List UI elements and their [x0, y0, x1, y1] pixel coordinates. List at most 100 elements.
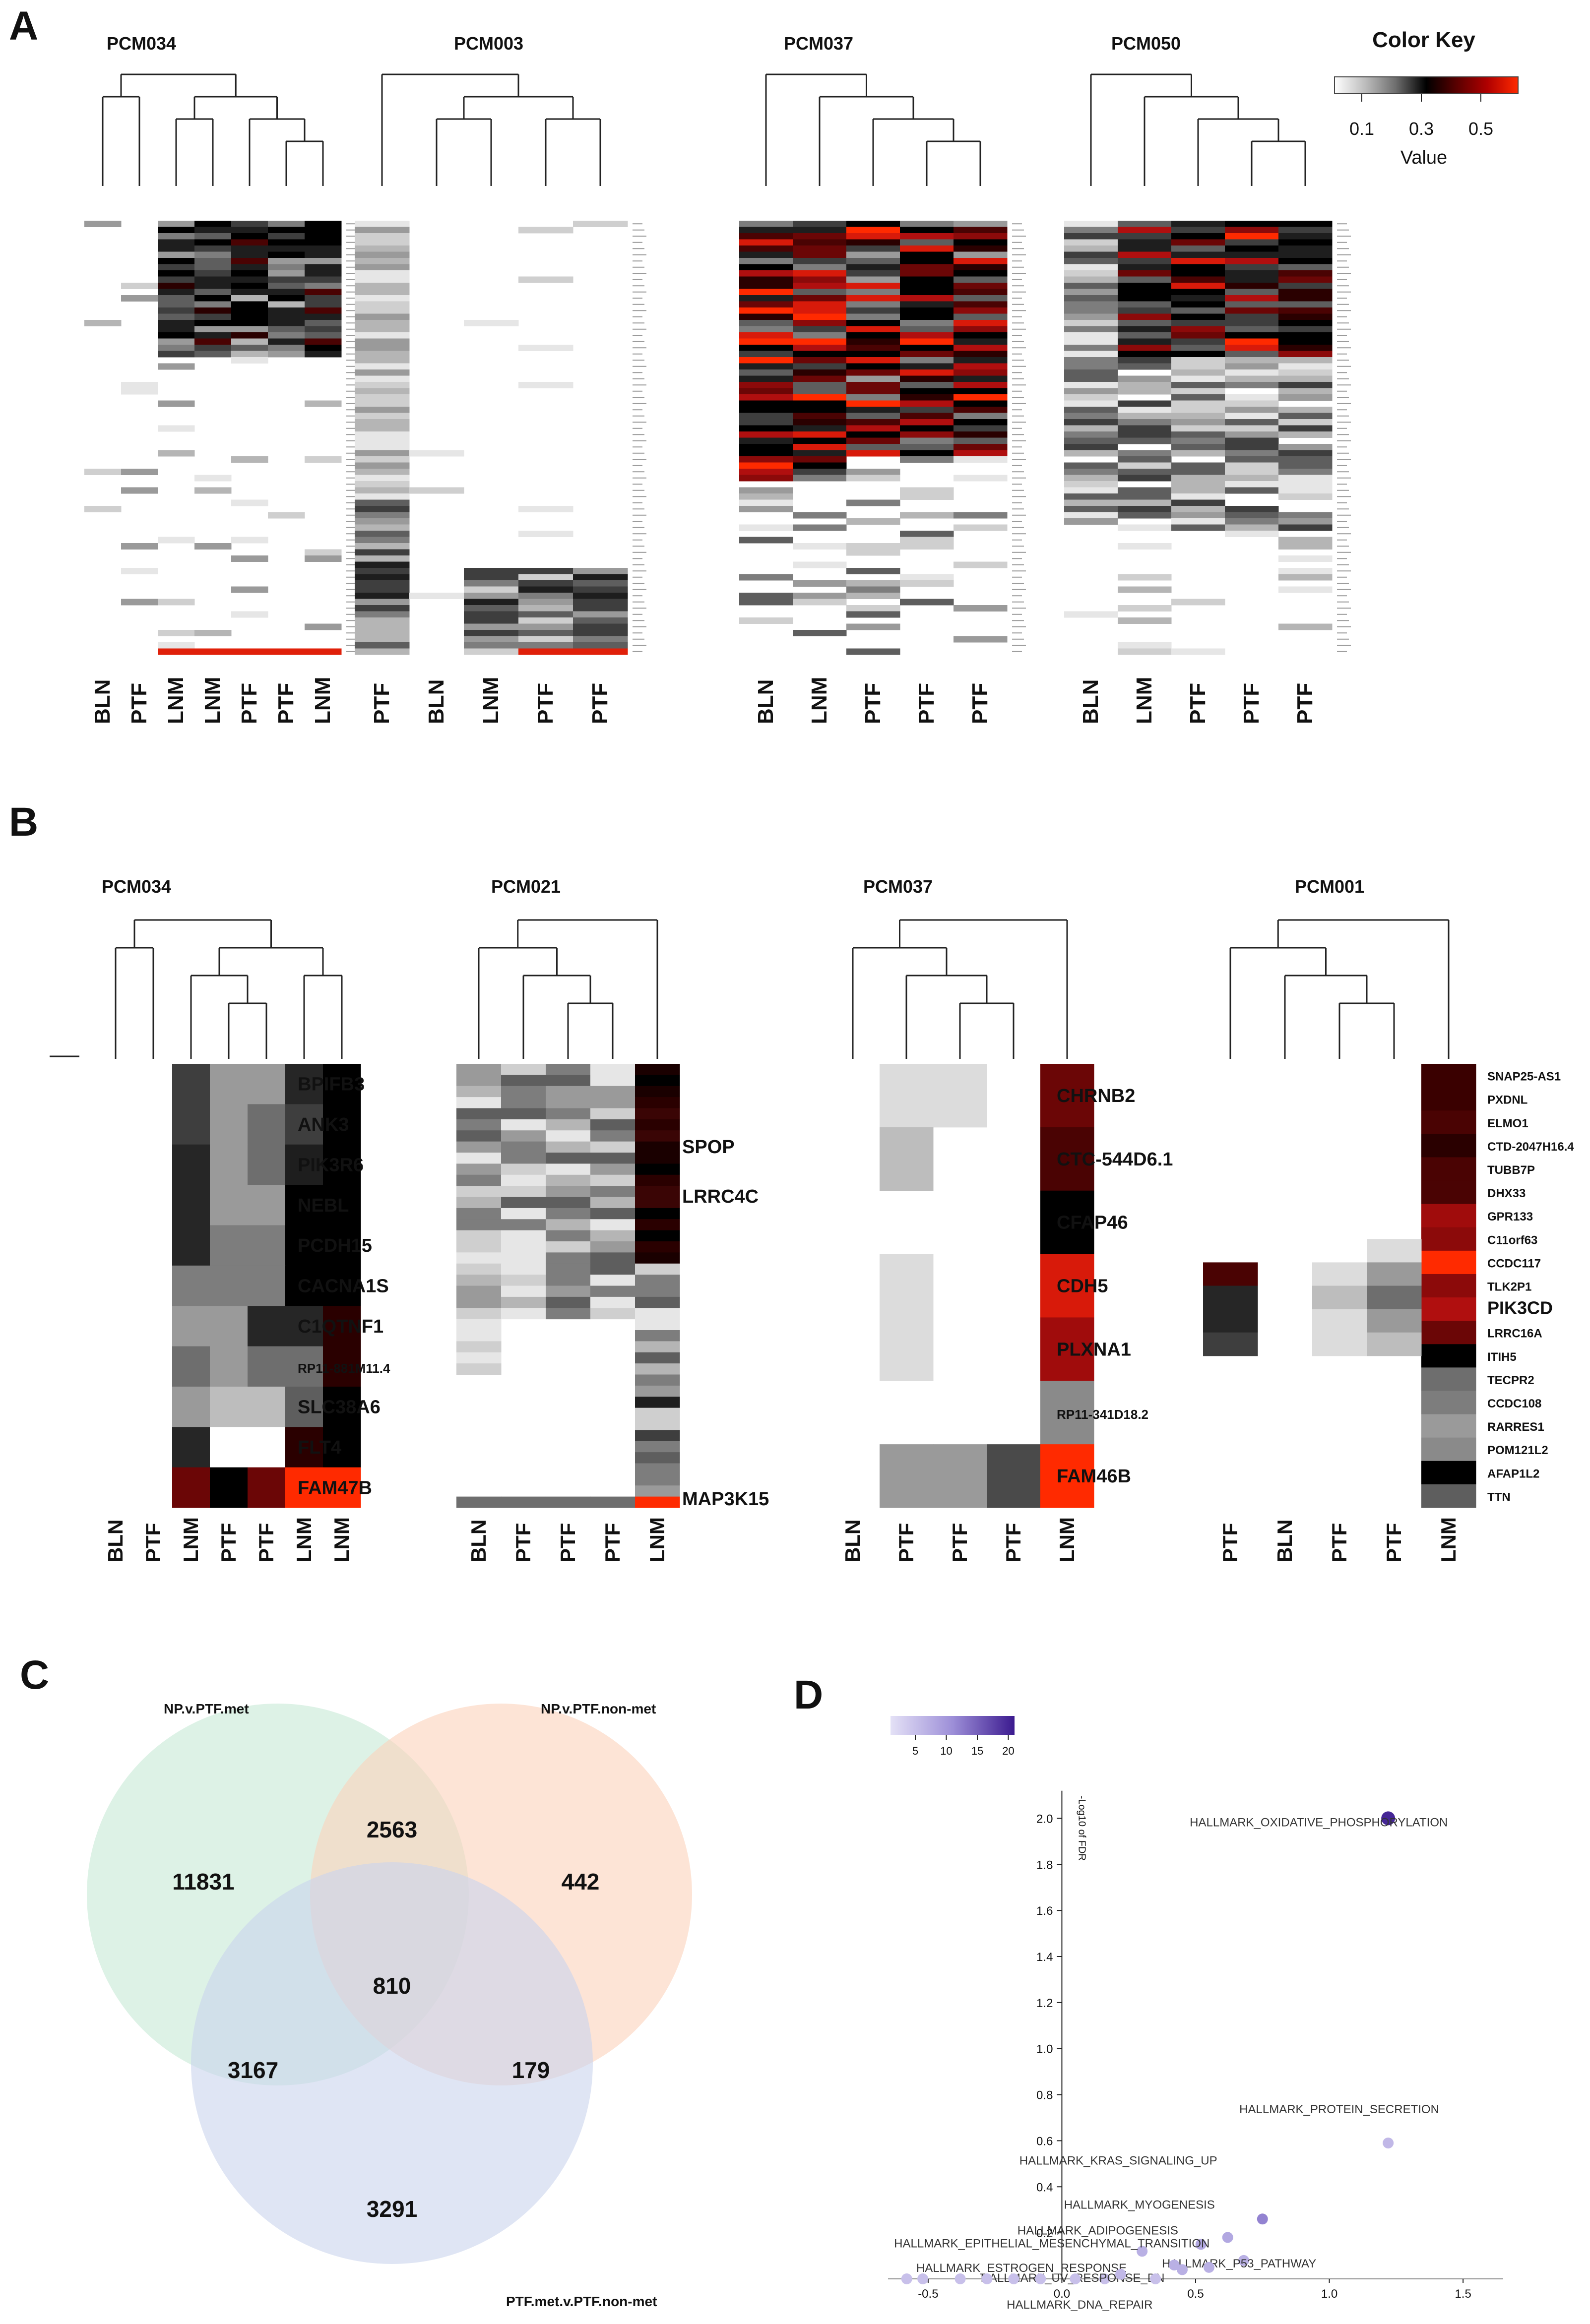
heatmap-cell: [231, 586, 268, 593]
heatmap-cell: [194, 630, 232, 636]
heatmap-cell: [635, 1097, 680, 1108]
heatmap-cell: [323, 1185, 361, 1225]
heatmap-cell: [1278, 264, 1333, 271]
heatmap-cell: [900, 227, 954, 234]
heatmap-cell: [1064, 419, 1118, 426]
heatmap-cell: [1118, 437, 1172, 444]
heatmap-title: PCM003: [454, 33, 523, 54]
heatmap-cell: [1278, 251, 1333, 258]
heatmap-cell: [793, 561, 847, 568]
heatmap-cell: [305, 239, 342, 246]
heatmap-cell: [1064, 227, 1118, 234]
heatmap-cell: [355, 276, 410, 283]
gene-label: CHRNB2: [1057, 1086, 1135, 1106]
heatmap-cell: [546, 1285, 591, 1297]
heatmap-cell: [1118, 617, 1172, 624]
gene-label: LRRC4C: [682, 1186, 759, 1207]
column-label: BLN: [90, 679, 115, 724]
heatmap-cell: [1171, 444, 1225, 450]
heatmap-cell: [355, 481, 410, 488]
heatmap-cell: [1171, 382, 1225, 388]
heatmap-cell: [355, 456, 410, 463]
heatmap-cell: [954, 295, 1008, 302]
heatmap-cell: [739, 475, 793, 482]
heatmap-cell: [518, 617, 573, 624]
heatmap-cell: [285, 1386, 323, 1427]
scatter-point: [1008, 2273, 1019, 2284]
column-label: LNM: [1132, 677, 1156, 724]
point-label: HALLMARK_ESTROGEN_RESPONSE: [916, 2262, 1127, 2275]
heatmap-cell: [355, 611, 410, 618]
heatmap-cell: [1171, 345, 1225, 351]
heatmap-cell: [739, 499, 793, 506]
heatmap-cell: [1064, 437, 1118, 444]
heatmap-cell: [285, 1427, 323, 1468]
heatmap-cell: [739, 469, 793, 475]
heatmap-cell: [1064, 462, 1118, 469]
heatmap-cell: [635, 1474, 680, 1486]
heatmap-cell: [231, 227, 268, 234]
heatmap-cell: [590, 1241, 636, 1253]
heatmap-cell: [739, 400, 793, 407]
heatmap-cell: [355, 636, 410, 643]
scatter-point: [1257, 2213, 1268, 2225]
point-label: HALLMARK_MYOGENESIS: [1064, 2198, 1215, 2211]
heatmap-cell: [231, 289, 268, 296]
heatmap-cell: [305, 648, 342, 655]
heatmap-cell: [518, 227, 573, 234]
heatmap-cell: [1225, 345, 1279, 351]
heatmap-cell: [231, 270, 268, 277]
heatmap-cell: [1225, 456, 1279, 463]
heatmap-cell: [501, 1285, 546, 1297]
heatmap-cell: [590, 1163, 636, 1175]
heatmap-cell: [546, 1086, 591, 1098]
heatmap-cell: [1171, 499, 1225, 506]
heatmap-cell: [635, 1452, 680, 1464]
heatmap-cell: [900, 574, 954, 581]
heatmap-cell: [546, 1130, 591, 1142]
heatmap-cell: [739, 382, 793, 388]
heatmap-title: PCM050: [1111, 33, 1181, 54]
heatmap-cell: [194, 301, 232, 308]
color-key-label: Value: [1400, 147, 1447, 168]
heatmap-cell: [1278, 227, 1333, 234]
heatmap-cell: [518, 593, 573, 599]
heatmap-cell: [1278, 586, 1333, 593]
heatmap-cell: [573, 593, 628, 599]
heatmap-cell: [846, 593, 900, 599]
heatmap-cell: [194, 543, 232, 550]
column-label: PTF: [127, 683, 151, 724]
heatmap-cell: [355, 574, 410, 581]
heatmap-cell: [268, 233, 305, 240]
heatmap-cell: [1118, 400, 1172, 407]
heatmap-cell: [1118, 450, 1172, 457]
heatmap-cell: [635, 1363, 680, 1375]
heatmap-cell: [880, 1444, 934, 1508]
heatmap-cell: [793, 227, 847, 234]
heatmap-cell: [172, 1225, 210, 1266]
heatmap-cell: [793, 599, 847, 606]
heatmap-cell: [954, 307, 1008, 314]
heatmap-cell: [793, 462, 847, 469]
heatmap-cell: [635, 1163, 680, 1175]
heatmap-cell: [268, 512, 305, 519]
heatmap-cell: [573, 611, 628, 618]
heatmap-cell: [846, 413, 900, 420]
heatmap-cell: [846, 313, 900, 320]
heatmap-cell: [1278, 623, 1333, 630]
heatmap-cell: [954, 419, 1008, 426]
heatmap-cell: [1118, 320, 1172, 326]
heatmap-cell: [1064, 499, 1118, 506]
heatmap-cell: [1421, 1227, 1476, 1251]
heatmap-cell: [158, 320, 195, 326]
heatmap-cell: [846, 568, 900, 574]
heatmap-cell: [793, 351, 847, 358]
heatmap-cell: [846, 431, 900, 438]
heatmap-cell: [1225, 400, 1279, 407]
heatmap-cell: [1225, 518, 1279, 525]
column-label: LNM: [200, 677, 225, 724]
heatmap-cell: [1421, 1110, 1476, 1134]
heatmap-cell: [1225, 326, 1279, 333]
heatmap-cell: [305, 283, 342, 289]
heatmap-cell: [954, 351, 1008, 358]
